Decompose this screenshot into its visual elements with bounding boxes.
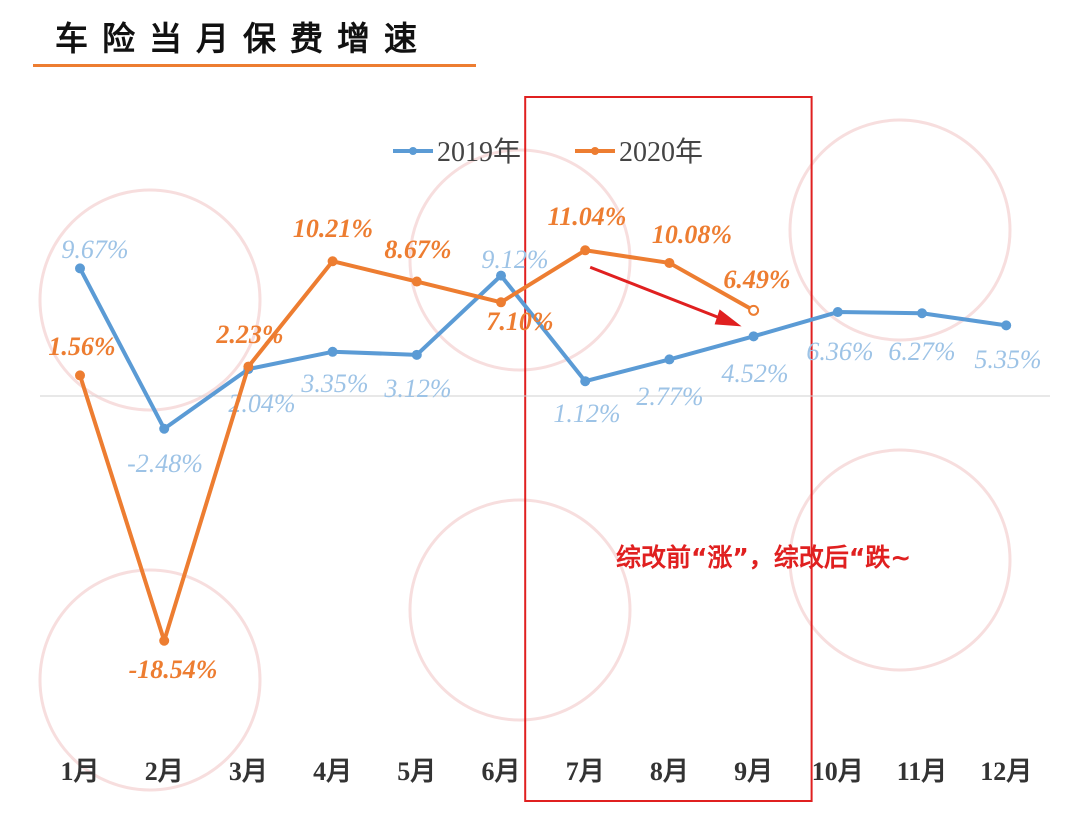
data-point <box>580 245 591 256</box>
data-label: 5.35% <box>974 345 1041 374</box>
x-tick-label: 1月 <box>60 757 99 786</box>
data-point <box>832 307 843 318</box>
legend-marker <box>409 147 417 155</box>
data-point <box>664 354 675 365</box>
data-label: 2.23% <box>215 320 283 349</box>
x-tick-label: 11月 <box>897 757 948 786</box>
data-label: 1.56% <box>48 332 115 361</box>
data-point <box>327 346 338 357</box>
data-point <box>243 361 254 372</box>
data-point <box>1001 320 1012 331</box>
data-point <box>75 370 85 381</box>
data-point <box>748 304 760 316</box>
watermark-circle <box>408 148 632 372</box>
data-label: 6.27% <box>888 337 955 366</box>
data-label: 3.35% <box>300 369 368 398</box>
data-label: 10.08% <box>652 220 732 249</box>
data-point <box>75 263 85 274</box>
watermark-circle <box>38 568 262 792</box>
data-label: 6.36% <box>806 337 873 366</box>
data-point <box>411 276 422 287</box>
title-underline <box>33 64 476 67</box>
data-point <box>411 349 422 360</box>
data-label: 8.67% <box>384 235 451 264</box>
x-tick-label: 9月 <box>734 757 773 786</box>
data-point <box>748 331 759 342</box>
series-line-2019年 <box>78 267 1007 431</box>
legend-marker <box>591 147 599 155</box>
x-tick-label: 2月 <box>145 757 184 786</box>
x-tick-label: 7月 <box>566 757 605 786</box>
series-line-2020年 <box>78 248 755 643</box>
data-label: 11.04% <box>548 202 627 231</box>
arrow-head-icon <box>714 309 742 327</box>
x-tick-label: 3月 <box>229 757 268 786</box>
data-label: 7.10% <box>486 307 553 336</box>
data-point <box>327 256 338 267</box>
x-tick-label: 10月 <box>812 757 864 786</box>
data-label: 10.21% <box>293 214 373 243</box>
x-tick-label: 5月 <box>397 757 436 786</box>
data-label: 4.52% <box>721 359 788 388</box>
data-label: 6.49% <box>723 265 790 294</box>
data-point <box>664 257 675 268</box>
legend-label: 2019年 <box>437 136 521 168</box>
x-tick-label: 8月 <box>650 757 689 786</box>
x-tick-label: 4月 <box>313 757 352 786</box>
legend-label: 2020年 <box>619 136 703 168</box>
data-label: -18.54% <box>129 655 218 684</box>
data-point <box>580 376 591 387</box>
highlight-box <box>524 96 813 802</box>
watermark-circle <box>788 118 1012 342</box>
data-label: 2.77% <box>636 382 703 411</box>
annotation-arrow <box>589 265 730 323</box>
x-tick-label: 12月 <box>980 757 1032 786</box>
chart-title: 车险当月保费增速 <box>55 19 431 58</box>
data-label: 9.12% <box>481 245 548 274</box>
data-point <box>496 270 506 281</box>
annotation-text: 综改前“涨”，综改后“跌~ <box>616 543 911 572</box>
data-label: -2.48% <box>127 449 203 478</box>
data-label: 3.12% <box>383 374 451 403</box>
data-label: 1.12% <box>553 399 620 428</box>
watermark-circle <box>408 498 632 722</box>
data-point <box>496 297 506 308</box>
x-tick-label: 6月 <box>481 757 520 786</box>
data-point <box>917 308 927 319</box>
data-point <box>159 635 170 646</box>
data-point <box>159 423 170 434</box>
watermark-circle <box>38 188 262 412</box>
watermark-circle <box>788 448 1012 672</box>
data-label: 9.67% <box>61 235 128 264</box>
